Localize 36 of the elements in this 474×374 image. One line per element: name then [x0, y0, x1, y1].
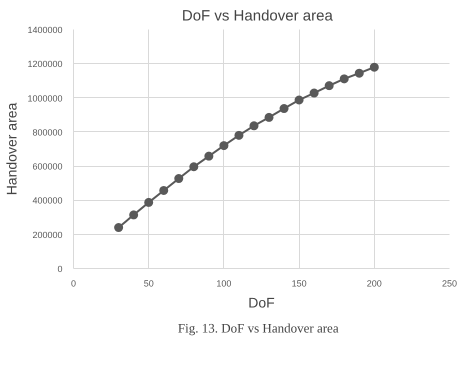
point [264, 112, 274, 122]
point [174, 174, 184, 184]
point [354, 68, 364, 78]
y-tick-label: 1000000 [27, 93, 63, 104]
y-tick-label: 400000 [32, 196, 63, 206]
point [324, 81, 334, 90]
point [114, 223, 124, 232]
x-axis-title: DoF [248, 294, 275, 310]
y-tick-label: 800000 [32, 127, 63, 138]
y-tick-label: 1200000 [27, 59, 63, 70]
point [294, 96, 304, 104]
y-axis-title: Handover area [3, 102, 20, 196]
point [189, 162, 198, 172]
point [310, 88, 319, 98]
x-tick-label: 50 [144, 278, 154, 288]
point [340, 74, 349, 84]
point [159, 186, 168, 195]
point [219, 141, 228, 150]
y-tick-label: 600000 [32, 162, 63, 172]
point [204, 152, 214, 161]
point [234, 130, 244, 140]
x-tick-label: 250 [442, 278, 458, 288]
y-tick-label: 200000 [32, 230, 63, 240]
x-tick-label: 0 [70, 278, 76, 288]
chart-title: DoF vs Handover area [182, 8, 334, 24]
x-tick-label: 200 [366, 278, 382, 288]
point [144, 198, 154, 207]
y-tick-label: 0 [57, 264, 63, 274]
x-tick-label: 150 [292, 278, 307, 288]
caption: Fig. 13. DoF vs Handover area [178, 320, 339, 336]
point [129, 210, 138, 220]
point [280, 104, 289, 114]
x-tick-label: 100 [216, 278, 232, 288]
point [370, 62, 379, 72]
y-tick-label: 1400000 [27, 25, 63, 35]
point [249, 121, 258, 130]
